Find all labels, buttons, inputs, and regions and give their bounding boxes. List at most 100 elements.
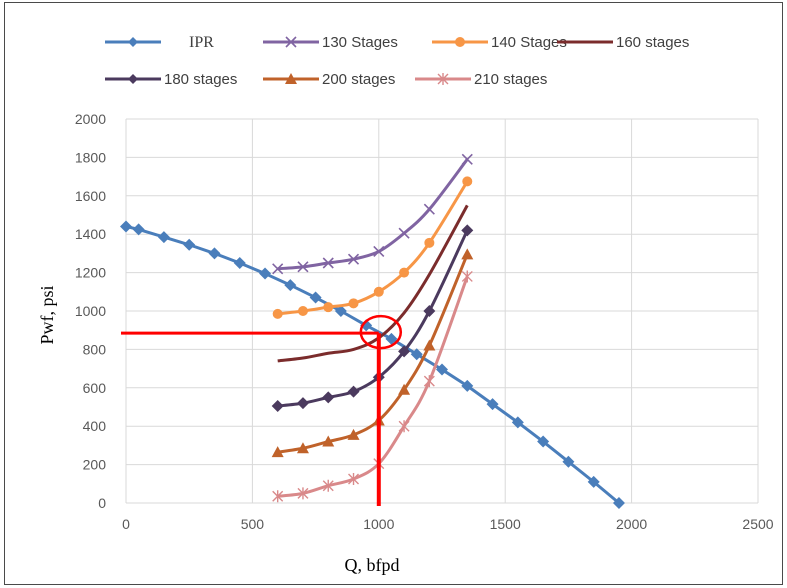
grid-lines bbox=[125, 118, 759, 504]
series-210-stages bbox=[272, 270, 473, 503]
legend-label: 140 Stages bbox=[491, 34, 567, 51]
chart-frame: 0 200 400 600 800 1000 1200 1400 1600 1800 2000 0 5… bbox=[4, 2, 783, 585]
star-marker bbox=[348, 473, 360, 485]
star-marker bbox=[437, 73, 449, 85]
legend-item: 200 stages bbox=[263, 71, 395, 88]
diamond-marker bbox=[322, 391, 335, 404]
circle-marker bbox=[297, 306, 308, 316]
y-tick-label: 0 bbox=[98, 495, 106, 511]
legend-label: 180 stages bbox=[164, 71, 237, 88]
y-tick-label: 600 bbox=[83, 380, 107, 396]
operating-point-circle bbox=[359, 314, 403, 350]
diamond-marker bbox=[436, 363, 448, 376]
legend-item: 180 stages bbox=[105, 71, 237, 88]
triangle-marker bbox=[322, 435, 335, 447]
x-tick-labels: 0 500 1000 1500 2000 2500 bbox=[122, 516, 774, 532]
legend-label: 200 stages bbox=[322, 71, 395, 88]
x-marker bbox=[285, 36, 297, 48]
legend-label: 130 Stages bbox=[322, 34, 398, 51]
diamond-marker bbox=[157, 231, 170, 244]
series-140-stages bbox=[272, 176, 473, 319]
circle-marker bbox=[373, 286, 384, 297]
x-marker bbox=[398, 227, 410, 239]
diamond-marker bbox=[183, 238, 196, 251]
series-130-stages bbox=[272, 153, 473, 275]
star-marker bbox=[272, 490, 284, 503]
diamond-marker bbox=[334, 305, 347, 317]
x-tick-label: 1500 bbox=[490, 516, 521, 532]
star-marker bbox=[297, 487, 309, 500]
diamond-marker bbox=[132, 223, 145, 236]
diamond-marker bbox=[347, 385, 360, 398]
x-tick-label: 1000 bbox=[363, 516, 394, 532]
diamond-marker bbox=[128, 37, 138, 47]
diamond-marker bbox=[259, 267, 272, 280]
x-tick-label: 2500 bbox=[742, 516, 773, 532]
y-tick-label: 1400 bbox=[75, 226, 106, 242]
diamond-marker bbox=[284, 279, 297, 292]
star-marker bbox=[322, 479, 334, 492]
star-marker bbox=[423, 375, 435, 388]
y-tick-label: 1000 bbox=[75, 303, 106, 319]
legend-label: IPR bbox=[189, 34, 214, 51]
operating-point-annotation bbox=[121, 314, 403, 506]
legend: IPR 130 Stages 140 Stages 160 stages 180 sta… bbox=[105, 34, 689, 88]
y-tick-label: 800 bbox=[83, 341, 107, 357]
y-tick-label: 1200 bbox=[75, 265, 106, 281]
diamond-marker bbox=[208, 247, 221, 260]
diamond-marker bbox=[461, 224, 474, 237]
diamond-marker bbox=[461, 379, 474, 392]
x-marker bbox=[272, 263, 284, 275]
x-marker bbox=[347, 253, 360, 265]
diamond-marker bbox=[233, 257, 246, 269]
triangle-marker bbox=[398, 383, 411, 395]
y-tick-labels: 0 200 400 600 800 1000 1200 1400 1600 1800 2000 bbox=[75, 111, 106, 511]
y-tick-label: 1800 bbox=[75, 149, 106, 165]
diamond-marker bbox=[271, 400, 284, 413]
triangle-marker bbox=[285, 73, 297, 84]
triangle-marker bbox=[423, 339, 436, 351]
triangle-marker bbox=[347, 428, 360, 440]
x-tick-label: 500 bbox=[241, 516, 265, 532]
pwf-vs-q-chart: 0 200 400 600 800 1000 1200 1400 1600 1800 2000 0 5… bbox=[37, 34, 774, 575]
x-marker bbox=[322, 257, 334, 269]
x-marker bbox=[461, 153, 473, 165]
diamond-marker bbox=[128, 74, 138, 84]
x-tick-label: 0 bbox=[122, 516, 130, 532]
diamond-marker bbox=[537, 435, 550, 448]
circle-marker bbox=[424, 237, 435, 248]
triangle-marker bbox=[461, 248, 474, 260]
circle-marker bbox=[455, 37, 465, 47]
circle-marker bbox=[272, 308, 283, 319]
y-tick-label: 200 bbox=[83, 457, 107, 473]
series-line bbox=[125, 225, 620, 505]
diamond-marker bbox=[410, 348, 423, 361]
x-marker bbox=[297, 261, 309, 273]
series-ipr bbox=[120, 220, 625, 509]
x-tick-label: 2000 bbox=[616, 516, 647, 532]
x-marker bbox=[373, 245, 385, 258]
legend-item: IPR bbox=[105, 34, 214, 51]
legend-item: 160 stages bbox=[557, 34, 689, 51]
y-tick-label: 400 bbox=[83, 418, 107, 434]
legend-item: 210 stages bbox=[415, 71, 547, 88]
diamond-marker bbox=[120, 220, 132, 233]
diamond-marker bbox=[511, 416, 524, 429]
triangle-marker bbox=[296, 442, 309, 454]
legend-item: 130 Stages bbox=[263, 34, 398, 51]
diamond-marker bbox=[398, 345, 411, 358]
diamond-marker bbox=[587, 475, 600, 488]
star-marker bbox=[398, 420, 410, 433]
diamond-marker bbox=[562, 455, 575, 468]
diamond-marker bbox=[423, 305, 436, 317]
series-200-stages bbox=[271, 248, 474, 458]
diamond-marker bbox=[296, 397, 309, 410]
diamond-marker bbox=[385, 332, 398, 345]
x-marker bbox=[423, 203, 435, 215]
triangle-marker bbox=[271, 446, 284, 458]
circle-marker bbox=[462, 176, 473, 187]
legend-item: 140 Stages bbox=[432, 34, 567, 51]
y-axis-title: Pwf, psi bbox=[37, 285, 57, 344]
y-tick-label: 1600 bbox=[75, 188, 106, 204]
y-tick-label: 2000 bbox=[75, 111, 106, 127]
